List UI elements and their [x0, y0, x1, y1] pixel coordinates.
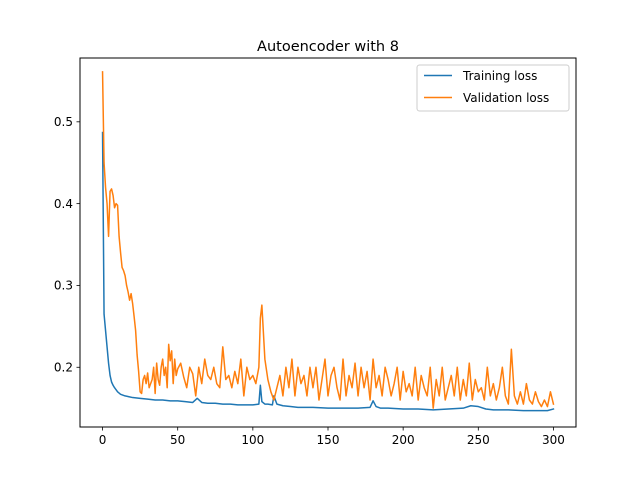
x-tick-label: 100	[241, 433, 264, 447]
legend-label-training-loss: Training loss	[462, 69, 537, 83]
legend-box	[416, 64, 570, 112]
y-tick-label: 0.3	[54, 279, 73, 293]
legend: Training loss Validation loss	[416, 64, 570, 112]
series-line-training-loss	[101, 131, 555, 412]
legend-label-validation-loss: Validation loss	[463, 91, 549, 105]
x-tick-label: 200	[392, 433, 415, 447]
x-tick-label: 50	[170, 433, 185, 447]
plot-area	[101, 71, 555, 412]
x-tick-label: 0	[99, 433, 107, 447]
x-tick-label: 150	[317, 433, 340, 447]
y-tick-label: 0.5	[54, 115, 73, 129]
chart-title: Autoencoder with 8	[257, 39, 399, 55]
y-tick-label: 0.2	[54, 360, 73, 374]
x-tick-label: 250	[467, 433, 490, 447]
series-line-validation-loss	[101, 71, 555, 409]
y-tick-label: 0.4	[54, 197, 73, 211]
x-tick-label: 300	[542, 433, 565, 447]
